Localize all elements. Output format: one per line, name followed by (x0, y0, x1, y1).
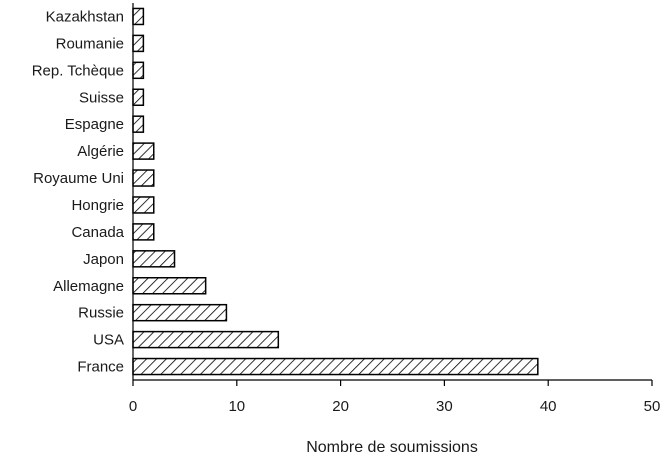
x-axis-title: Nombre de soumissions (306, 439, 478, 456)
category-label: Roumanie (56, 35, 124, 52)
category-label: Rep. Tchèque (32, 62, 124, 79)
x-tick-label: 40 (540, 398, 557, 415)
category-labels: France USA Russie Allemagne Japon Canada Hongr… (32, 8, 125, 375)
bar-roumanie (132, 34, 145, 53)
bar-allemagne (132, 277, 207, 295)
category-label: Kazakhstan (46, 8, 124, 25)
bar-canada (132, 223, 155, 241)
bar-hongrie (132, 196, 155, 214)
bar-suisse (132, 88, 145, 106)
category-label: Russie (78, 305, 124, 322)
category-label: Espagne (65, 116, 124, 133)
category-label: Suisse (79, 89, 124, 106)
bar-france (132, 357, 539, 376)
category-label: Canada (71, 224, 124, 241)
x-axis: 0 10 20 30 40 50 (129, 3, 661, 415)
category-label: Royaume Uni (33, 170, 124, 187)
x-tick-label: 30 (436, 398, 453, 415)
x-tick-label: 0 (129, 398, 137, 415)
bar-kazakhstan (132, 7, 145, 26)
category-label: Algérie (77, 143, 124, 160)
bar-japon (132, 250, 176, 268)
category-label: Japon (83, 251, 124, 268)
bars-group (132, 7, 539, 376)
x-tick-label: 20 (332, 398, 349, 415)
x-tick-label: 10 (228, 398, 245, 415)
x-tick-label: 50 (644, 398, 661, 415)
category-label: USA (93, 332, 124, 349)
bar-russie (132, 303, 228, 322)
bar-royaume-uni (132, 169, 155, 187)
category-label: Allemagne (53, 278, 124, 295)
bar-rep-tch-que (132, 61, 145, 80)
bar-usa (132, 330, 280, 349)
category-label: Hongrie (71, 197, 124, 214)
bar-alg-rie (132, 142, 155, 160)
category-label: France (77, 359, 124, 376)
bar-espagne (132, 115, 145, 133)
